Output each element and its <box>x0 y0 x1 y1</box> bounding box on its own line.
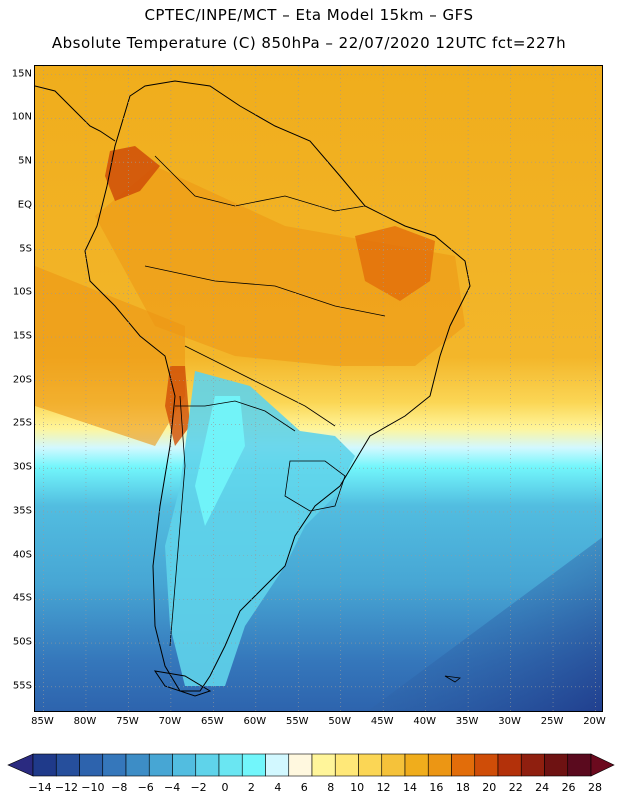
colorbar-swatch <box>404 753 429 777</box>
colorbar-arrow-right <box>590 753 615 777</box>
map-grid <box>35 66 602 711</box>
colorbar-label: 24 <box>535 781 550 794</box>
border-north <box>154 155 366 212</box>
lat-label: 35S <box>12 505 32 517</box>
colorbar-label: −4 <box>164 781 181 794</box>
colorbar-swatch <box>218 753 243 777</box>
lon-label: 50W <box>328 716 352 727</box>
hot-spot-colombia <box>105 146 160 201</box>
colorbar-label: 22 <box>508 781 523 794</box>
colorbar-swatch <box>567 753 592 777</box>
lat-label: 10N <box>11 111 32 123</box>
colorbar-swatch <box>172 753 197 777</box>
lon-label: 30W <box>498 716 521 727</box>
colorbar-swatch <box>102 753 127 777</box>
border-bolivia-paraguay <box>184 345 336 427</box>
colorbar-label: 0 <box>221 781 229 794</box>
border-argentina-north <box>175 400 296 432</box>
lon-label: 45W <box>370 716 394 727</box>
border-amazon <box>144 265 386 317</box>
colorbar-label: 6 <box>300 781 308 794</box>
colorbar-swatch <box>148 753 173 777</box>
colorbar-label: 26 <box>561 781 576 794</box>
lat-label: 50S <box>12 636 32 648</box>
border-uruguay <box>284 460 346 512</box>
lon-label: 65W <box>201 716 224 727</box>
central-america-coastline <box>35 85 116 142</box>
lon-label: 80W <box>73 716 97 727</box>
hot-spot-brazil-northeast <box>355 226 435 301</box>
colorbar-label: 4 <box>274 781 282 794</box>
lon-label: 85W <box>31 716 54 727</box>
lon-label: 20W <box>583 716 606 727</box>
colorbar-label: 16 <box>429 781 444 794</box>
colorbar-label: 8 <box>327 781 335 794</box>
colorbar-swatch <box>544 753 569 777</box>
lat-label: 25S <box>12 417 32 429</box>
falkland-islands <box>444 675 461 683</box>
lon-label: 70W <box>158 716 182 727</box>
colorbar-swatch <box>451 753 476 777</box>
title-line-1: CPTEC/INPE/MCT – Eta Model 15km – GFS <box>144 6 474 24</box>
lon-label: 75W <box>116 716 139 727</box>
map-canvas <box>35 66 602 711</box>
tierra-del-fuego <box>153 670 212 697</box>
title-line-2: Absolute Temperature (C) 850hPa – 22/07/… <box>51 34 567 52</box>
colorbar-label: 18 <box>455 781 470 794</box>
lat-label: 30S <box>12 461 32 473</box>
lat-label: 40S <box>12 549 32 561</box>
colorbar-label: −12 <box>54 781 79 794</box>
colorbar-swatch <box>358 753 383 777</box>
lat-label: 5S <box>19 243 32 255</box>
colorbar-swatch <box>195 753 220 777</box>
colorbar-label: 20 <box>482 781 497 794</box>
lon-label: 25W <box>540 716 564 727</box>
colorbar-swatch <box>520 753 545 777</box>
colorbar-swatch <box>427 753 452 777</box>
colorbar-swatch <box>241 753 266 777</box>
colorbar-swatch <box>79 753 104 777</box>
colorbar-label: −2 <box>190 781 207 794</box>
lat-label: 10S <box>12 286 32 298</box>
border-chile-argentina <box>169 395 186 647</box>
cold-region-southeast <box>367 537 602 711</box>
colorbar-swatch <box>497 753 522 777</box>
colorbar-label: 12 <box>376 781 391 794</box>
south-america-coastline <box>84 80 471 692</box>
lat-label: 55S <box>12 680 32 692</box>
colorbar-swatch <box>288 753 313 777</box>
colorbar-swatch <box>381 753 406 777</box>
lat-label: 15N <box>11 68 32 80</box>
lat-label: 20S <box>12 374 32 386</box>
colorbar <box>7 753 615 777</box>
temperature-map <box>34 65 603 712</box>
colorbar-label: 14 <box>403 781 417 794</box>
lon-label: 35W <box>455 716 479 727</box>
colorbar-label: −8 <box>111 781 128 794</box>
colorbar-label: 10 <box>350 781 365 794</box>
warm-region-continent <box>95 166 465 366</box>
lat-label: 45S <box>12 592 32 604</box>
colorbar-label: 28 <box>588 781 602 794</box>
lon-label: 60W <box>243 716 267 727</box>
colorbar-label: −6 <box>137 781 154 794</box>
colorbar-label: 2 <box>247 781 255 794</box>
lat-label: 15S <box>12 330 32 342</box>
colorbar-label: −10 <box>81 781 105 794</box>
lat-label: 5N <box>18 155 32 167</box>
colorbar-swatch <box>334 753 359 777</box>
colorbar-swatch <box>311 753 336 777</box>
lon-label: 55W <box>285 716 309 727</box>
cold-core-north-argentina <box>195 396 245 526</box>
colorbar-swatch <box>474 753 499 777</box>
lat-label: EQ <box>17 199 32 211</box>
colorbar-swatch <box>55 753 80 777</box>
colorbar-swatch <box>265 753 290 777</box>
colorbar-arrow-left <box>7 753 34 777</box>
colorbar-swatch <box>32 753 57 777</box>
colorbar-swatch <box>125 753 150 777</box>
colorbar-label: −14 <box>28 781 52 794</box>
lon-label: 40W <box>413 716 436 727</box>
